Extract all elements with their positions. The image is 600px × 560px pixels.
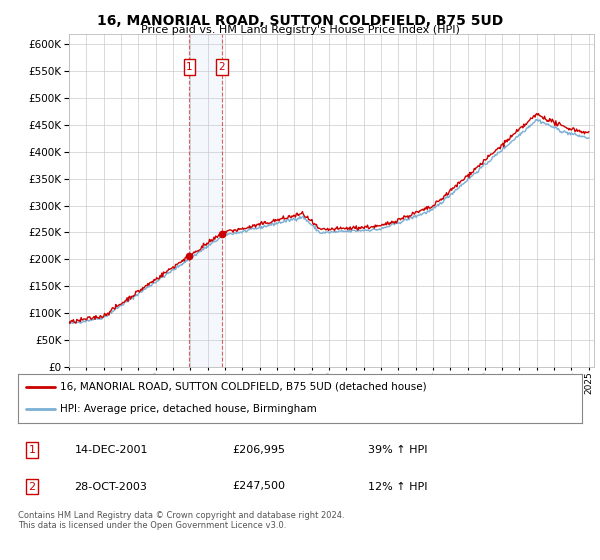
Text: 1: 1: [29, 445, 35, 455]
Text: 2: 2: [218, 62, 226, 72]
Text: £247,500: £247,500: [232, 482, 286, 492]
Text: 16, MANORIAL ROAD, SUTTON COLDFIELD, B75 5UD (detached house): 16, MANORIAL ROAD, SUTTON COLDFIELD, B75…: [60, 382, 427, 392]
Text: Price paid vs. HM Land Registry's House Price Index (HPI): Price paid vs. HM Land Registry's House …: [140, 25, 460, 35]
Text: 1: 1: [186, 62, 193, 72]
Text: HPI: Average price, detached house, Birmingham: HPI: Average price, detached house, Birm…: [60, 404, 317, 414]
Text: 16, MANORIAL ROAD, SUTTON COLDFIELD, B75 5UD: 16, MANORIAL ROAD, SUTTON COLDFIELD, B75…: [97, 14, 503, 28]
Text: 12% ↑ HPI: 12% ↑ HPI: [368, 482, 427, 492]
Text: 39% ↑ HPI: 39% ↑ HPI: [368, 445, 427, 455]
Text: £206,995: £206,995: [232, 445, 286, 455]
Bar: [190, 34, 222, 367]
Text: 14-DEC-2001: 14-DEC-2001: [74, 445, 148, 455]
Text: Contains HM Land Registry data © Crown copyright and database right 2024.
This d: Contains HM Land Registry data © Crown c…: [18, 511, 344, 530]
Text: 2: 2: [29, 482, 35, 492]
Text: 28-OCT-2003: 28-OCT-2003: [74, 482, 147, 492]
